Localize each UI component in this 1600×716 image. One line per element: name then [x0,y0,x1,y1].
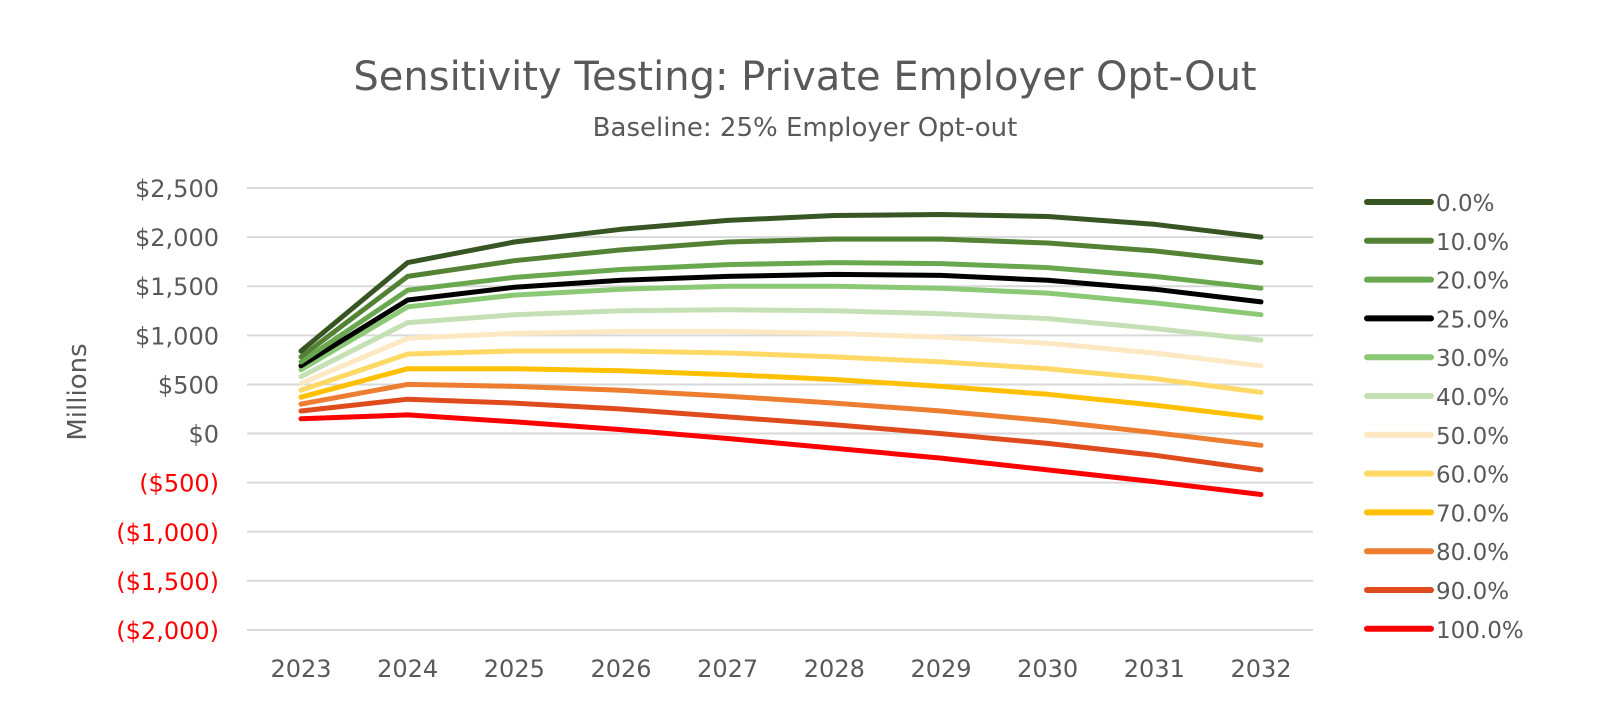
y-tick-label: $1,500 [135,273,219,301]
series-line-100 [298,236,1264,360]
x-tick-label: 2031 [1124,655,1185,683]
series-line-300 [298,283,1264,373]
legend-label: 0.0% [1436,191,1494,217]
legend-label: 50.0% [1436,424,1509,450]
series-line-600 [298,348,1264,395]
series-line-1000 [298,412,1264,497]
y-tick-label: $2,000 [135,224,219,252]
y-tick-label: ($1,000) [116,519,219,547]
y-tick-label: $500 [158,371,219,399]
y-tick-label: ($1,500) [116,568,219,596]
x-tick-label: 2023 [270,655,331,683]
series-line-200 [298,260,1264,365]
legend-label: 25.0% [1436,307,1509,333]
legend-label: 40.0% [1436,385,1509,411]
x-tick-label: 2025 [484,655,545,683]
y-tick-label: $2,500 [135,175,219,203]
y-axis-label: Millions [63,343,93,440]
series-line-900 [298,396,1264,473]
series-line-500 [298,328,1264,386]
legend: 0.0% 10.0% 20.0% 25.0% 30.0% 40.0% 50.0% 60.0% 7… [1364,191,1524,644]
x-tick-label: 2032 [1230,655,1291,683]
series-lines [298,212,1264,497]
series-line-00 [298,212,1264,354]
chart-subtitle: Baseline: 25% Employer Opt-out [592,113,1018,143]
y-tick-label: $0 [188,421,219,449]
x-tick-label: 2030 [1017,655,1078,683]
y-tick-label: $1,000 [135,322,219,350]
legend-label: 100.0% [1436,618,1524,644]
series-line-800 [298,381,1264,448]
x-tick-label: 2026 [590,655,651,683]
x-tick-label: 2029 [910,655,971,683]
legend-label: 80.0% [1436,540,1509,566]
x-tick-label: 2027 [697,655,758,683]
series-line-400 [298,307,1264,380]
legend-label: 10.0% [1436,230,1509,256]
x-tick-label: 2028 [804,655,865,683]
series-line-700 [298,366,1264,421]
legend-label: 30.0% [1436,346,1509,372]
y-tick-label: ($2,000) [116,617,219,645]
y-axis-ticks: $2,500 $2,000 $1,500 $1,000 $500 $0 ($500) ($1,… [116,175,219,645]
legend-label: 90.0% [1436,579,1509,605]
x-tick-label: 2024 [377,655,438,683]
legend-label: 70.0% [1436,501,1509,527]
series-line-250 [298,271,1264,369]
y-tick-label: ($500) [139,470,219,498]
gridlines [247,187,1313,631]
x-axis-ticks: 2023 2024 2025 2026 2027 2028 2029 2030 2031 2032 [270,655,1291,683]
legend-label: 60.0% [1436,463,1509,489]
legend-label: 20.0% [1436,269,1509,295]
chart-title: Sensitivity Testing: Private Employer Op… [353,54,1257,100]
